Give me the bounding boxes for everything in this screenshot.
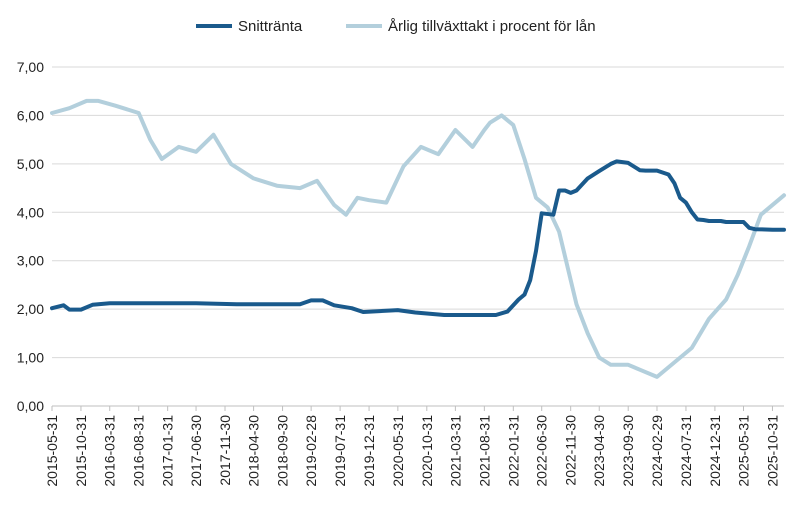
x-tick-label: 2015-05-31 [44,415,60,487]
y-tick-label: 0,00 [17,398,44,414]
x-tick-label: 2019-07-31 [332,415,348,487]
x-tick-label: 2018-04-30 [246,415,262,487]
x-tick-label: 2024-12-31 [707,415,723,487]
x-tick-label: 2025-05-31 [735,415,751,487]
x-tick-label: 2020-10-31 [419,415,435,487]
x-tick-label: 2017-06-30 [188,415,204,487]
x-tick-label: 2023-04-30 [591,415,607,487]
plot-area [50,98,786,379]
y-tick-label: 2,00 [17,301,44,317]
x-tick-label: 2021-08-31 [476,415,492,487]
y-tick-label: 5,00 [17,156,44,172]
legend-label-0: Snittränta [238,18,303,35]
x-tick-label: 2024-07-31 [678,415,694,487]
x-tick-label: 2024-02-29 [649,415,665,487]
x-tick-label: 2017-01-31 [160,415,176,487]
x-tick-label: 2015-10-31 [73,415,89,487]
legend: Snittränta Årlig tillväxttakt i procent f… [196,18,596,35]
x-tick-label: 2022-11-30 [563,415,579,486]
y-tick-label: 7,00 [17,59,44,75]
y-tick-label: 3,00 [17,253,44,269]
x-tick-label: 2022-01-31 [505,415,521,487]
y-tick-label: 1,00 [17,350,44,366]
series-line-1 [50,98,786,379]
x-tick-label: 2019-12-31 [361,415,377,487]
x-tick-label: 2019-02-28 [303,415,319,487]
x-tick-label: 2018-09-30 [275,415,291,487]
legend-label-1: Årlig tillväxttakt i procent för lån [388,18,596,35]
grid [52,66,784,359]
x-tick-label: 2022-06-30 [534,415,550,487]
y-tick-label: 4,00 [17,204,44,220]
x-tick-label: 2016-03-31 [102,415,118,487]
x-tick-label: 2025-10-31 [764,415,780,487]
x-tick-label: 2021-03-31 [447,415,463,487]
x-tick-label: 2023-09-30 [620,415,636,487]
y-axis: 0,00 1,00 2,00 3,00 4,00 5,00 6,00 7,00 [17,59,44,414]
series-line-0 [50,159,786,317]
y-tick-label: 6,00 [17,107,44,123]
x-axis: 2015-05-31 2015-10-31 2016-03-31 2016-08-31… [44,405,784,487]
x-tick-label: 2017-11-30 [217,415,233,486]
x-tick-label: 2016-08-31 [131,415,147,487]
x-tick-label: 2020-05-31 [390,415,406,487]
